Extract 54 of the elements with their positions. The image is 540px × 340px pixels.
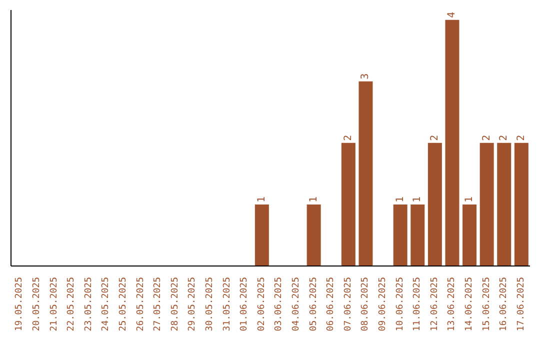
bar — [480, 142, 494, 266]
x-tick-label: 12.06.2025 — [430, 277, 440, 332]
x-tick-label: 28.05.2025 — [170, 277, 180, 332]
bar — [445, 20, 460, 266]
x-tick-label: 29.05.2025 — [188, 277, 198, 332]
x-tick-label: 11.06.2025 — [412, 277, 423, 332]
x-tick-label: 09.06.2025 — [378, 277, 388, 332]
x-tick-label: 21.05.2025 — [49, 277, 60, 332]
x-tick-label: 31.05.2025 — [222, 277, 232, 332]
x-tick-label: 19.05.2025 — [14, 277, 25, 332]
data-label: 2 — [342, 134, 354, 141]
x-tick-label: 25.05.2025 — [118, 277, 128, 332]
data-label: 1 — [256, 196, 268, 202]
x-tick-label: 27.05.2025 — [153, 277, 164, 332]
data-label: 2 — [498, 134, 510, 141]
x-tick-label: 06.06.2025 — [326, 277, 336, 332]
x-tick-label: 26.05.2025 — [136, 277, 146, 332]
x-tick-label: 02.06.2025 — [256, 277, 267, 332]
bar — [358, 81, 373, 266]
data-label: 3 — [360, 73, 372, 80]
x-tick-label: 17.06.2025 — [516, 277, 526, 332]
data-label: 2 — [481, 134, 492, 141]
data-label: 2 — [516, 134, 527, 141]
x-tick-label: 16.06.2025 — [499, 277, 510, 332]
bar — [254, 204, 269, 266]
bar — [393, 204, 408, 266]
x-tick-label: 24.05.2025 — [101, 277, 112, 332]
x-tick-label: 20.05.2025 — [32, 277, 42, 332]
x-tick-label: 07.06.2025 — [343, 277, 354, 332]
bar — [428, 142, 442, 266]
data-label: 2 — [429, 134, 440, 141]
data-label: 1 — [308, 196, 320, 202]
bar — [306, 204, 321, 266]
x-tick-label: 08.06.2025 — [360, 277, 371, 332]
x-tick-label: 14.06.2025 — [464, 277, 474, 332]
bar — [497, 142, 512, 266]
x-tick-label: 05.06.2025 — [308, 277, 319, 332]
bar — [410, 204, 425, 266]
x-tick-label: 03.06.2025 — [274, 277, 284, 332]
data-label: 1 — [394, 196, 406, 202]
bar — [341, 142, 356, 266]
x-tick-label: 10.06.2025 — [395, 277, 406, 332]
data-label: 1 — [412, 196, 424, 202]
bar — [462, 204, 477, 266]
x-tick-label: 22.05.2025 — [66, 277, 77, 332]
x-tick-label: 30.05.2025 — [204, 277, 215, 332]
x-tick-label: 23.05.2025 — [84, 277, 94, 332]
data-label: 1 — [464, 196, 476, 202]
bar — [514, 142, 528, 266]
x-tick-label: 13.06.2025 — [447, 277, 458, 332]
data-label: 4 — [446, 12, 458, 18]
x-tick-label: 04.06.2025 — [291, 277, 302, 332]
x-tick-label: 15.06.2025 — [482, 277, 492, 332]
x-tick-label: 01.06.2025 — [240, 277, 250, 332]
